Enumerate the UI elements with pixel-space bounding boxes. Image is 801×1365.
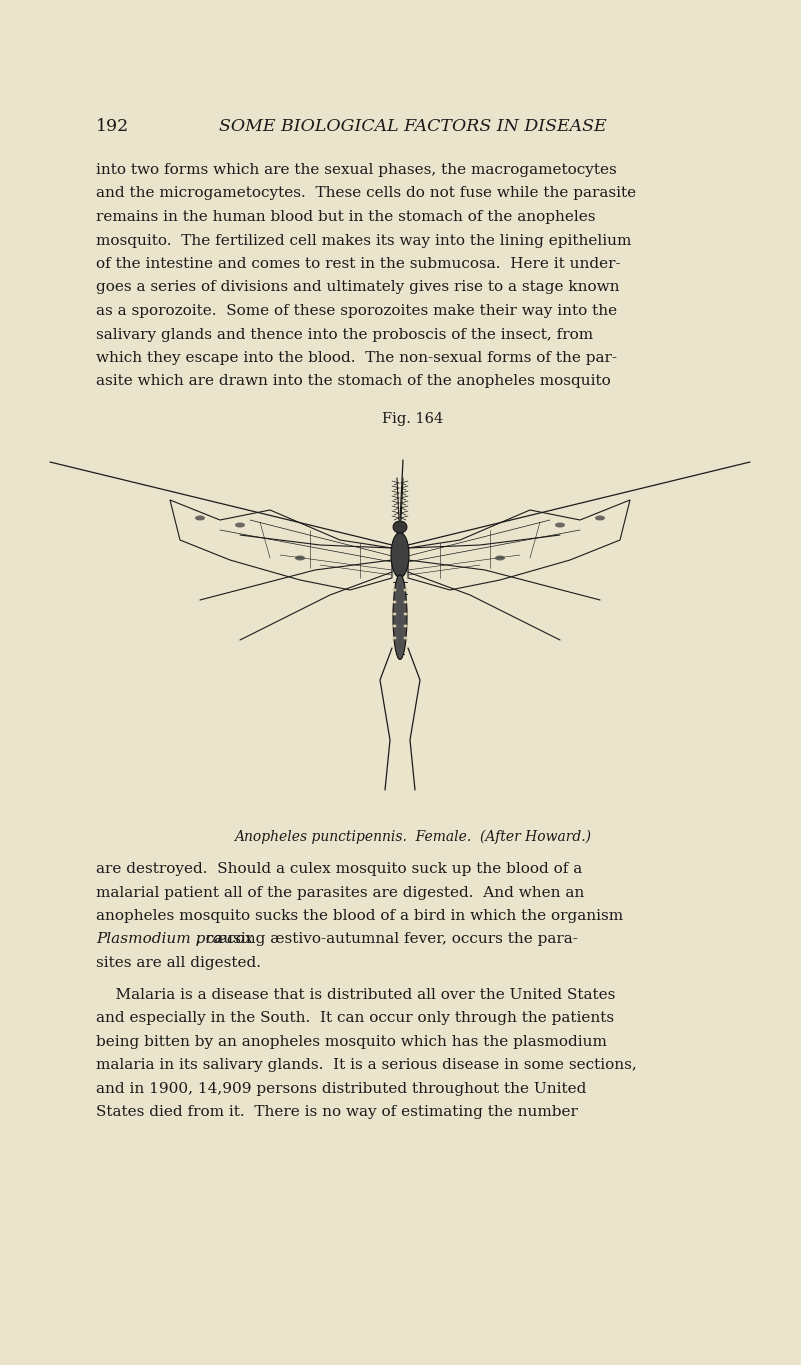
Ellipse shape — [392, 601, 396, 603]
Text: of the intestine and comes to rest in the submucosa.  Here it under-: of the intestine and comes to rest in th… — [96, 257, 621, 272]
Text: remains in the human blood but in the stomach of the anopheles: remains in the human blood but in the st… — [96, 210, 596, 224]
Text: salivary glands and thence into the proboscis of the insect, from: salivary glands and thence into the prob… — [96, 328, 594, 341]
Text: anopheles mosquito sucks the blood of a bird in which the organism: anopheles mosquito sucks the blood of a … — [96, 909, 623, 923]
Text: and the microgametocytes.  These cells do not fuse while the parasite: and the microgametocytes. These cells do… — [96, 187, 636, 201]
Ellipse shape — [391, 532, 409, 577]
Text: being bitten by an anopheles mosquito which has the plasmodium: being bitten by an anopheles mosquito wh… — [96, 1035, 607, 1048]
Ellipse shape — [393, 521, 407, 532]
Ellipse shape — [393, 575, 407, 659]
Text: SOME BIOLOGICAL FACTORS IN DISEASE: SOME BIOLOGICAL FACTORS IN DISEASE — [219, 117, 606, 135]
Ellipse shape — [295, 556, 305, 561]
Text: and especially in the South.  It can occur only through the patients: and especially in the South. It can occu… — [96, 1011, 614, 1025]
Ellipse shape — [404, 625, 408, 628]
Ellipse shape — [392, 625, 396, 628]
Text: and in 1900, 14,909 persons distributed throughout the United: and in 1900, 14,909 persons distributed … — [96, 1081, 586, 1096]
Text: as a sporozoite.  Some of these sporozoites make their way into the: as a sporozoite. Some of these sporozoit… — [96, 304, 618, 318]
Text: into two forms which are the sexual phases, the macrogametocytes: into two forms which are the sexual phas… — [96, 162, 617, 177]
Ellipse shape — [404, 588, 408, 591]
Ellipse shape — [404, 601, 408, 603]
Ellipse shape — [195, 516, 205, 520]
Text: are destroyed.  Should a culex mosquito suck up the blood of a: are destroyed. Should a culex mosquito s… — [96, 863, 582, 876]
Ellipse shape — [392, 588, 396, 591]
Ellipse shape — [404, 613, 408, 616]
Ellipse shape — [555, 523, 565, 527]
Ellipse shape — [392, 636, 396, 639]
Text: States died from it.  There is no way of estimating the number: States died from it. There is no way of … — [96, 1106, 578, 1119]
Text: malarial patient all of the parasites are digested.  And when an: malarial patient all of the parasites ar… — [96, 886, 585, 900]
Text: , causing æstivo-autumnal fever, occurs the para-: , causing æstivo-autumnal fever, occurs … — [195, 932, 578, 946]
Text: which they escape into the blood.  The non-sexual forms of the par-: which they escape into the blood. The no… — [96, 351, 617, 364]
Ellipse shape — [235, 523, 245, 527]
Ellipse shape — [595, 516, 605, 520]
Ellipse shape — [404, 636, 408, 639]
Text: Plasmodium præcox: Plasmodium præcox — [96, 932, 253, 946]
Text: mosquito.  The fertilized cell makes its way into the lining epithelium: mosquito. The fertilized cell makes its … — [96, 233, 631, 247]
Text: 192: 192 — [96, 117, 130, 135]
Ellipse shape — [392, 613, 396, 616]
Text: goes a series of divisions and ultimately gives rise to a stage known: goes a series of divisions and ultimatel… — [96, 280, 620, 295]
Text: malaria in its salivary glands.  It is a serious disease in some sections,: malaria in its salivary glands. It is a … — [96, 1058, 637, 1073]
Text: Malaria is a disease that is distributed all over the United States: Malaria is a disease that is distributed… — [96, 988, 615, 1002]
Text: Fig. 164: Fig. 164 — [382, 412, 443, 426]
Text: asite which are drawn into the stomach of the anopheles mosquito: asite which are drawn into the stomach o… — [96, 374, 611, 389]
Text: Anopheles punctipennis.  Female.  (After Howard.): Anopheles punctipennis. Female. (After H… — [234, 830, 591, 845]
Text: sites are all digested.: sites are all digested. — [96, 955, 261, 971]
Ellipse shape — [495, 556, 505, 561]
